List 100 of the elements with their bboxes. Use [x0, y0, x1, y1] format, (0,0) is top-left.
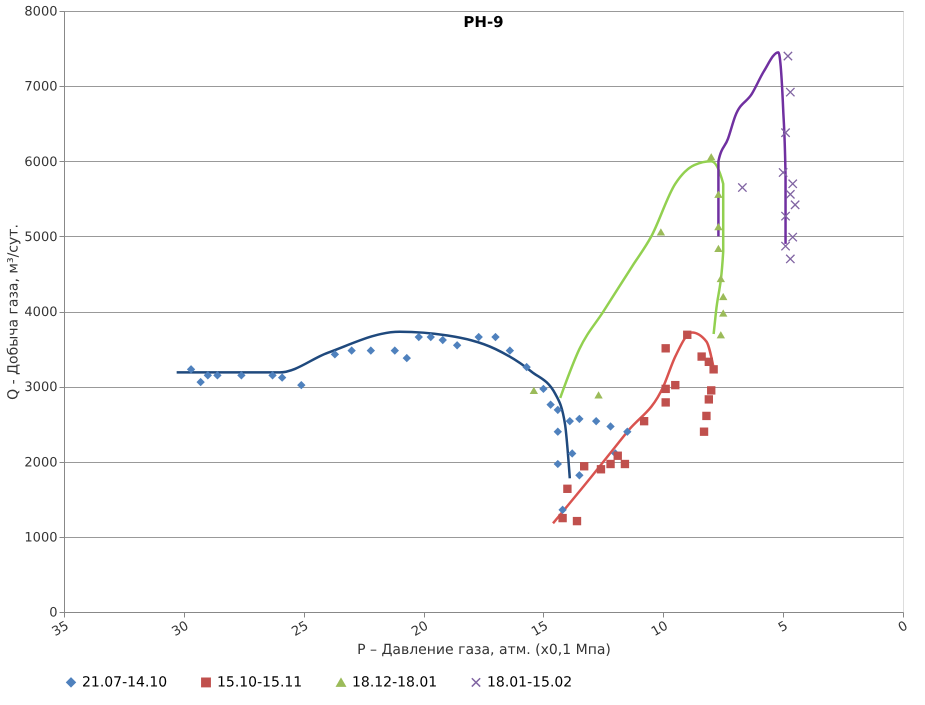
y-tick-label: 5000: [24, 230, 58, 245]
point: [563, 484, 572, 493]
point: [700, 428, 708, 436]
x-tick-label: 5: [776, 618, 791, 636]
point: [640, 417, 648, 426]
point: [438, 336, 447, 344]
point: [390, 346, 399, 355]
point: [790, 200, 800, 210]
chart-title: РН-9: [463, 13, 504, 31]
point: [606, 460, 615, 468]
legend-label: 21.07-14.10: [82, 674, 168, 690]
point: [606, 422, 615, 431]
x-axis-title: P – Давление газа, атм. (x0,1 Мпа): [357, 642, 611, 658]
point: [558, 506, 567, 514]
y-tick-label: 6000: [24, 154, 58, 170]
point: [697, 352, 706, 361]
legend-label: 15.10-15.11: [217, 674, 302, 690]
point: [780, 128, 790, 138]
point: [786, 254, 796, 264]
x-tick-label: 10: [648, 618, 671, 640]
point: [716, 274, 725, 282]
point: [714, 222, 723, 230]
y-tick-label: 0: [49, 606, 58, 620]
y-tick-label: 3000: [24, 380, 58, 396]
point: [704, 358, 714, 366]
point: [539, 384, 548, 394]
point: [788, 232, 798, 242]
point: [786, 87, 796, 97]
point: [719, 309, 728, 317]
y-tick-label: 1000: [24, 530, 58, 546]
point: [783, 51, 793, 61]
point: [709, 365, 718, 374]
point: [566, 417, 574, 426]
point: [506, 346, 514, 355]
y-tick-label: 8000: [24, 4, 58, 20]
y-tick-label: 4000: [24, 305, 58, 320]
point: [568, 449, 576, 458]
x-tick-label: 30: [170, 618, 192, 640]
point: [297, 380, 306, 390]
point: [452, 341, 462, 350]
point: [572, 516, 582, 526]
point: [596, 465, 606, 474]
x-tick-label: 25: [289, 618, 312, 640]
point: [707, 153, 716, 160]
x-tick-label: 35: [50, 618, 72, 640]
point: [662, 344, 670, 352]
point: [716, 331, 725, 338]
x-tick-label: 15: [529, 618, 551, 640]
point: [714, 190, 723, 198]
point: [196, 378, 205, 386]
point: [707, 386, 716, 395]
point: [704, 395, 714, 404]
point: [656, 228, 666, 236]
point: [347, 346, 356, 355]
point: [186, 365, 196, 374]
point: [426, 332, 435, 342]
point: [366, 346, 376, 355]
y-axis-title: Q - Добыча газа, м³/сут.: [5, 224, 22, 400]
point: [554, 460, 562, 468]
point: [780, 211, 790, 221]
point: [554, 406, 562, 414]
point: [662, 398, 670, 407]
point: [592, 417, 600, 426]
point: [575, 414, 584, 424]
point: [546, 400, 555, 409]
point: [580, 462, 588, 470]
point: [474, 332, 483, 342]
point: [237, 371, 246, 380]
point: [402, 354, 411, 362]
point: [683, 330, 692, 339]
point: [594, 391, 603, 399]
y-tick-label: 2000: [24, 455, 58, 470]
point: [278, 373, 286, 382]
point: [702, 412, 711, 420]
point: [623, 428, 632, 436]
legend-label: 18.12-18.01: [352, 674, 438, 690]
point: [780, 241, 790, 251]
point: [575, 471, 584, 480]
point: [671, 380, 680, 390]
point: [719, 292, 728, 300]
y-tick-label: 7000: [24, 80, 58, 95]
x-tick-label: 0: [896, 618, 910, 636]
point: [620, 460, 630, 468]
point: [554, 428, 562, 436]
line-series: [717, 51, 787, 246]
point: [714, 244, 723, 252]
point: [491, 332, 500, 342]
point: [662, 384, 670, 394]
point: [213, 371, 222, 380]
point: [778, 168, 788, 178]
point: [522, 362, 531, 372]
point: [330, 350, 340, 359]
point: [614, 452, 622, 460]
point: [558, 514, 567, 522]
legend-label: 18.01-15.02: [487, 674, 572, 690]
point: [530, 386, 538, 394]
point: [738, 182, 748, 192]
x-tick-label: 20: [409, 618, 432, 640]
point: [268, 371, 277, 380]
point: [204, 371, 212, 380]
